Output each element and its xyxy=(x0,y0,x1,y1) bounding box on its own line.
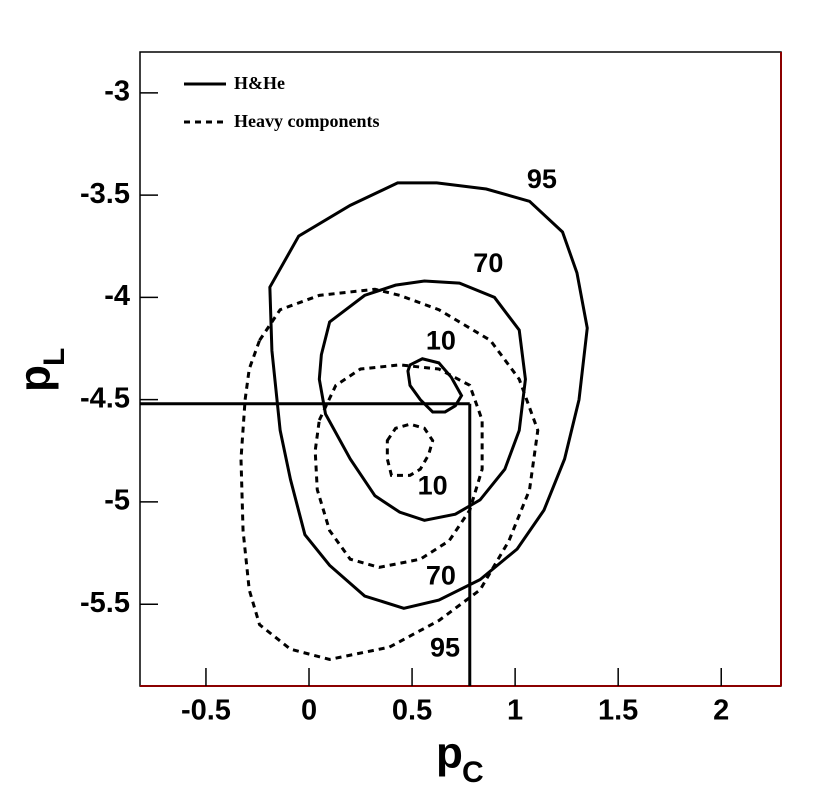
contour-label: 70 xyxy=(426,561,456,591)
contour-line xyxy=(239,287,540,661)
y-tick-label: -4.5 xyxy=(80,382,130,414)
y-tick-label: -3 xyxy=(104,76,130,108)
contour-label: 95 xyxy=(527,164,557,194)
y-tick-label: -5.5 xyxy=(80,587,130,619)
x-tick-label: 0.5 xyxy=(392,695,432,727)
y-axis-label-group: p L xyxy=(11,348,71,392)
contour-label: 10 xyxy=(418,471,448,501)
contour-label: 70 xyxy=(473,248,503,278)
y-tick-label: -4 xyxy=(104,280,130,312)
x-tick-label: 1 xyxy=(507,695,523,727)
legend-label: H&He xyxy=(234,73,285,93)
contour-label: 95 xyxy=(430,632,460,662)
x-tick-label: 1.5 xyxy=(598,695,638,727)
x-tick-label: -0.5 xyxy=(181,695,231,727)
y-axis-label-sub: L xyxy=(38,348,71,366)
y-axis-label: p xyxy=(11,365,60,392)
x-axis-label-sub: C xyxy=(462,756,484,789)
y-tick-label: -3.5 xyxy=(80,178,130,210)
x-tick-label: 0 xyxy=(301,695,317,727)
contour-line xyxy=(385,422,435,477)
contour-label: 10 xyxy=(426,326,456,356)
contour-line xyxy=(313,363,484,569)
contour-line xyxy=(317,279,527,522)
y-tick-label: -5 xyxy=(104,485,130,517)
x-tick-label: 2 xyxy=(713,695,729,727)
x-axis-label: p xyxy=(436,729,463,778)
contour-line xyxy=(268,181,589,610)
contour-line xyxy=(406,357,464,414)
legend-label: Heavy components xyxy=(234,111,380,131)
